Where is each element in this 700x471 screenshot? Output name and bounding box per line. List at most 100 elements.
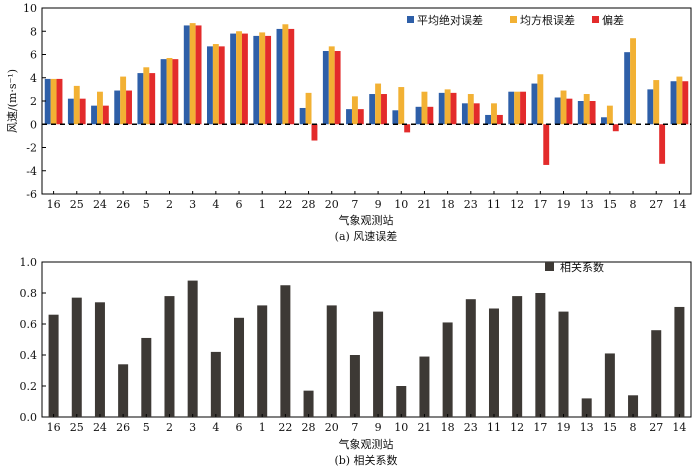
x-tick-label: 18 xyxy=(441,421,455,434)
panel-b-x-axis-label: 气象观测站 xyxy=(339,437,394,451)
x-tick-label: 12 xyxy=(510,198,524,211)
bar-rmse xyxy=(143,67,150,125)
bar-mae xyxy=(438,92,445,125)
bar-correlation xyxy=(118,364,129,417)
bar-bias xyxy=(241,33,248,125)
y-tick-label: 10 xyxy=(23,2,37,15)
x-tick-label: 4 xyxy=(212,421,219,434)
x-tick-label: 24 xyxy=(93,421,107,434)
x-tick-label: 14 xyxy=(672,198,686,211)
x-tick-label: 14 xyxy=(672,421,686,434)
bar-correlation xyxy=(303,390,314,417)
y-tick-label: 2 xyxy=(30,95,37,108)
bar-correlation xyxy=(419,356,430,417)
bar-correlation xyxy=(373,311,384,417)
y-tick-label: 0.2 xyxy=(20,380,38,393)
bar-correlation xyxy=(349,355,360,417)
bar-correlation xyxy=(442,322,453,417)
x-tick-label: 26 xyxy=(116,421,130,434)
bar-rmse xyxy=(375,83,382,125)
panel-a-caption: (a) 风速误差 xyxy=(335,229,398,243)
bar-bias xyxy=(566,98,573,125)
x-tick-label: 22 xyxy=(278,421,292,434)
bar-bias xyxy=(659,124,666,164)
bar-rmse xyxy=(236,31,242,125)
bar-mae xyxy=(670,81,677,125)
x-tick-label: 10 xyxy=(394,421,408,434)
bar-rmse xyxy=(467,94,474,125)
bar-rmse xyxy=(120,76,127,125)
bar-mae xyxy=(485,114,492,125)
bar-rmse xyxy=(96,91,103,125)
x-tick-label: 9 xyxy=(375,198,382,211)
bar-rmse xyxy=(282,24,289,125)
x-tick-label: 21 xyxy=(417,198,431,211)
legend-label: 平均绝对误差 xyxy=(417,13,483,27)
bar-correlation xyxy=(581,398,592,417)
panel-a-y-axis-label: 风速/(m·s⁻¹) xyxy=(6,69,19,133)
bar-bias xyxy=(496,114,503,125)
bar-mae xyxy=(554,97,561,125)
bar-mae xyxy=(346,109,352,125)
bar-bias xyxy=(149,73,156,125)
bar-correlation xyxy=(512,296,523,417)
bar-rmse xyxy=(259,32,266,125)
bar-rmse xyxy=(212,44,219,125)
bar-rmse xyxy=(560,90,567,125)
bar-mae xyxy=(322,51,329,125)
x-tick-label: 7 xyxy=(351,421,358,434)
bar-correlation xyxy=(71,297,82,417)
x-tick-label: 10 xyxy=(394,198,408,211)
y-tick-label: 0 xyxy=(30,118,37,131)
panel-a-bars xyxy=(44,23,689,165)
bar-bias xyxy=(172,59,179,125)
bar-mae xyxy=(415,106,422,125)
x-tick-label: 16 xyxy=(47,198,61,211)
bar-bias xyxy=(288,28,295,125)
bar-bias xyxy=(381,94,387,125)
bar-rmse xyxy=(491,103,497,125)
bar-bias xyxy=(404,124,411,133)
x-tick-label: 23 xyxy=(464,198,478,211)
x-tick-label: 24 xyxy=(93,198,107,211)
correlation-panel: 0.00.20.40.60.81.0 16 25 24 26 5 2 3 4 6 1 22 28 20 7… xyxy=(20,256,692,467)
bar-correlation xyxy=(210,351,221,417)
bar-correlation xyxy=(535,293,546,417)
bar-rmse xyxy=(537,74,544,125)
bar-mae xyxy=(230,33,237,125)
x-tick-label: 5 xyxy=(143,421,150,434)
bar-correlation xyxy=(234,317,245,417)
y-tick-label: -4 xyxy=(26,165,37,178)
x-tick-label: 3 xyxy=(189,198,196,211)
bar-correlation xyxy=(488,308,499,417)
y-tick-label: 4 xyxy=(30,72,37,85)
bar-bias xyxy=(195,25,202,125)
y-tick-label: 0.6 xyxy=(20,318,38,331)
bar-correlation xyxy=(164,296,175,417)
x-tick-label: 25 xyxy=(70,421,84,434)
bar-rmse xyxy=(514,91,521,125)
bar-rmse xyxy=(444,89,451,125)
bar-bias xyxy=(543,124,550,165)
legend-label: 均方根误差 xyxy=(520,13,575,27)
x-tick-label: 3 xyxy=(189,421,196,434)
bar-bias xyxy=(102,105,109,125)
bar-correlation xyxy=(396,386,407,417)
bar-correlation xyxy=(141,337,152,417)
bar-mae xyxy=(67,98,74,125)
x-tick-label: 6 xyxy=(236,421,243,434)
x-tick-label: 2 xyxy=(166,198,173,211)
bar-mae xyxy=(91,105,97,125)
y-tick-label: 6 xyxy=(30,49,37,62)
bar-bias xyxy=(612,124,619,132)
x-tick-label: 20 xyxy=(325,198,339,211)
bar-mae xyxy=(601,117,607,125)
x-tick-label: 21 xyxy=(417,421,431,434)
bar-bias xyxy=(79,98,86,125)
bar-correlation xyxy=(651,330,662,417)
bar-mae xyxy=(624,52,631,125)
bar-rmse xyxy=(398,87,405,125)
bar-bias xyxy=(126,90,132,125)
bar-bias xyxy=(427,106,434,125)
